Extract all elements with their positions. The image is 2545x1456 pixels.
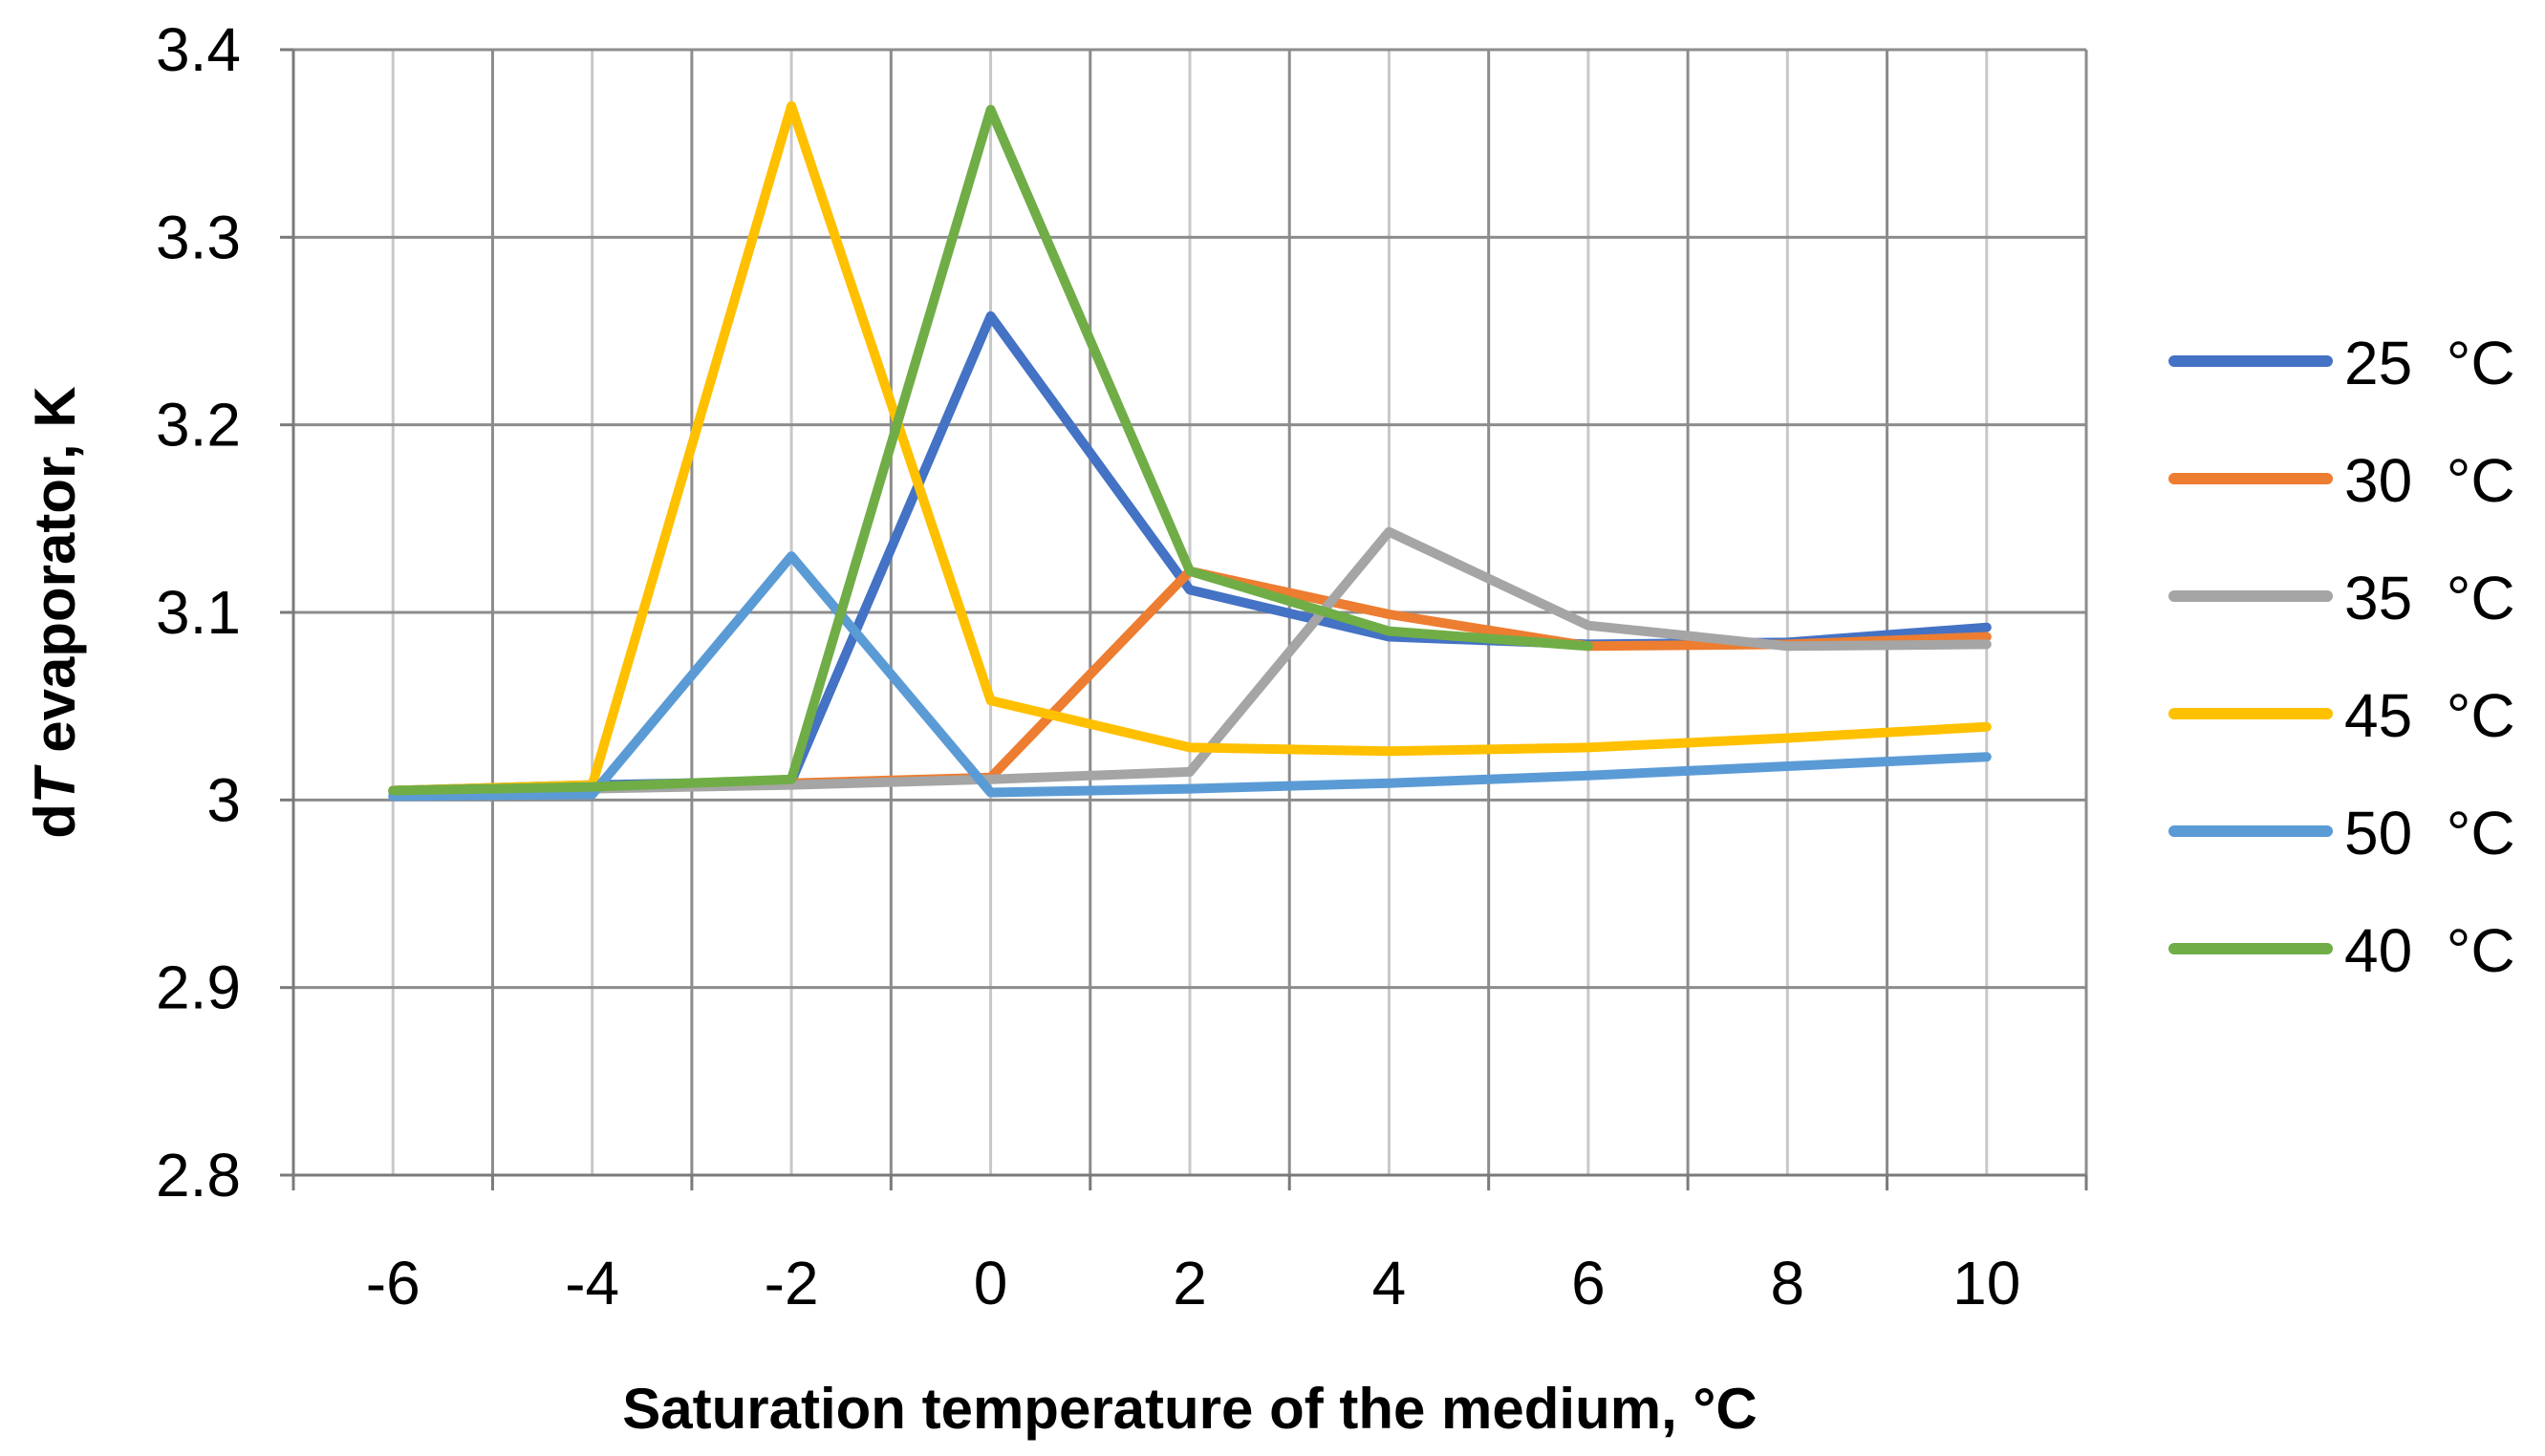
y-tick-label: 3 <box>206 765 241 834</box>
x-tick-label: -2 <box>765 1249 819 1317</box>
y-tick-labels: 2.8 2.9 3 3.1 3.2 3.3 3.4 <box>156 15 241 1210</box>
x-tick-label: 8 <box>1771 1249 1805 1317</box>
x-tick-labels: -6 -4 -2 0 2 4 6 8 10 <box>366 1249 2021 1317</box>
legend-label: 25 °C <box>2344 329 2515 397</box>
y-tick-label: 3.4 <box>156 15 241 84</box>
y-tick-label: 2.9 <box>156 953 241 1022</box>
legend-label: 35 °C <box>2344 564 2515 632</box>
axes <box>280 48 2088 1190</box>
series-lines <box>388 100 1992 802</box>
x-tick-label: 4 <box>1372 1249 1407 1317</box>
legend-label: 30 °C <box>2344 446 2515 515</box>
series-line <box>388 100 1992 796</box>
legend-label: 50 °C <box>2344 799 2515 867</box>
y-tick-label: 2.8 <box>156 1141 241 1210</box>
legend: 25 °C 30 °C 35 °C 45 °C 50 °C 40 °C <box>2168 329 2515 985</box>
y-tick-label: 3.1 <box>156 578 241 647</box>
y-axis-title-italic: T <box>23 764 87 803</box>
legend-label: 40 °C <box>2344 916 2515 985</box>
x-tick-label: 0 <box>974 1249 1008 1317</box>
grid <box>291 48 2088 1177</box>
x-tick-label: -6 <box>366 1249 421 1317</box>
x-tick-label: -4 <box>565 1249 619 1317</box>
x-tick-label: 6 <box>1571 1249 1606 1317</box>
x-axis-title: Saturation temperature of the medium, °C <box>622 1377 1758 1441</box>
x-tick-label: 2 <box>1173 1249 1207 1317</box>
y-tick-label: 3.3 <box>156 203 241 271</box>
series-line <box>388 551 1992 802</box>
y-axis-title: dT evaporator, K <box>23 386 87 838</box>
series-line <box>388 104 1593 796</box>
x-tick-label: 10 <box>1952 1249 2020 1317</box>
legend-label: 45 °C <box>2344 681 2515 750</box>
y-axis-title-suffix: evaporator, K <box>23 386 87 768</box>
y-tick-label: 3.2 <box>156 391 241 460</box>
y-axis-title-prefix: d <box>23 803 87 839</box>
